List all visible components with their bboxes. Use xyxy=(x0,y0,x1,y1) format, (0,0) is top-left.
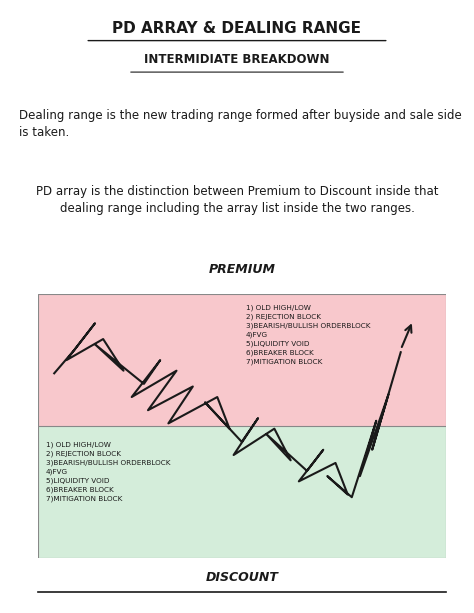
Text: 1) OLD HIGH/LOW
2) REJECTION BLOCK
3)BEARISH/BULLISH ORDERBLOCK
4)FVG
5)LIQUIDIT: 1) OLD HIGH/LOW 2) REJECTION BLOCK 3)BEA… xyxy=(46,442,171,502)
Text: PD ARRAY & DEALING RANGE: PD ARRAY & DEALING RANGE xyxy=(112,21,362,36)
Bar xyxy=(38,426,446,558)
Text: DISCOUNT: DISCOUNT xyxy=(205,571,278,584)
Text: Dealing range is the new trading range formed after buyside and sale side
is tak: Dealing range is the new trading range f… xyxy=(19,109,462,139)
Bar xyxy=(38,294,446,426)
Text: 1) OLD HIGH/LOW
2) REJECTION BLOCK
3)BEARISH/BULLISH ORDERBLOCK
4)FVG
5)LIQUIDIT: 1) OLD HIGH/LOW 2) REJECTION BLOCK 3)BEA… xyxy=(246,305,370,365)
Text: INTERMIDIATE BREAKDOWN: INTERMIDIATE BREAKDOWN xyxy=(144,53,330,66)
Text: PREMIUM: PREMIUM xyxy=(208,263,275,276)
Text: PD array is the distinction between Premium to Discount inside that
dealing rang: PD array is the distinction between Prem… xyxy=(36,185,438,215)
